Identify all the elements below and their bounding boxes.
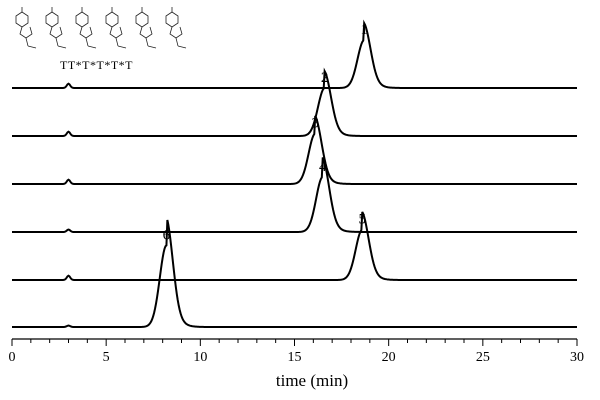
- x-tick-label: 30: [570, 350, 584, 365]
- trace-3: [12, 115, 577, 185]
- trace-2: [12, 67, 577, 137]
- traces-layer: [12, 19, 577, 328]
- sequence-label: TT*T*T*T*T: [60, 58, 133, 72]
- peak-label-2: 2: [321, 70, 329, 86]
- x-tick-label: 15: [288, 350, 302, 365]
- trace-1: [12, 19, 577, 89]
- x-ticks-layer: 0 5 10 15 20 25 30: [9, 339, 584, 365]
- peak-label-3: 3: [311, 116, 319, 132]
- trace-6: [12, 219, 577, 328]
- trace-4: [12, 157, 577, 233]
- x-tick-label: 10: [193, 350, 207, 365]
- peak-label-6: 6: [163, 227, 171, 243]
- x-tick-label: 5: [103, 350, 110, 365]
- x-axis-label: time (min): [276, 371, 348, 390]
- peak-label-1: 1: [360, 22, 368, 38]
- x-tick-label: 0: [9, 350, 16, 365]
- peak-labels-layer: 1 2 3 4 5 6: [163, 22, 368, 243]
- structure-unit: [15, 7, 37, 49]
- x-tick-label: 20: [382, 350, 396, 365]
- trace-5: [12, 211, 577, 281]
- peak-label-5: 5: [359, 212, 367, 228]
- peak-label-4: 4: [319, 159, 327, 175]
- x-tick-label: 25: [476, 350, 490, 365]
- oligonucleotide-structure-image: [15, 7, 187, 49]
